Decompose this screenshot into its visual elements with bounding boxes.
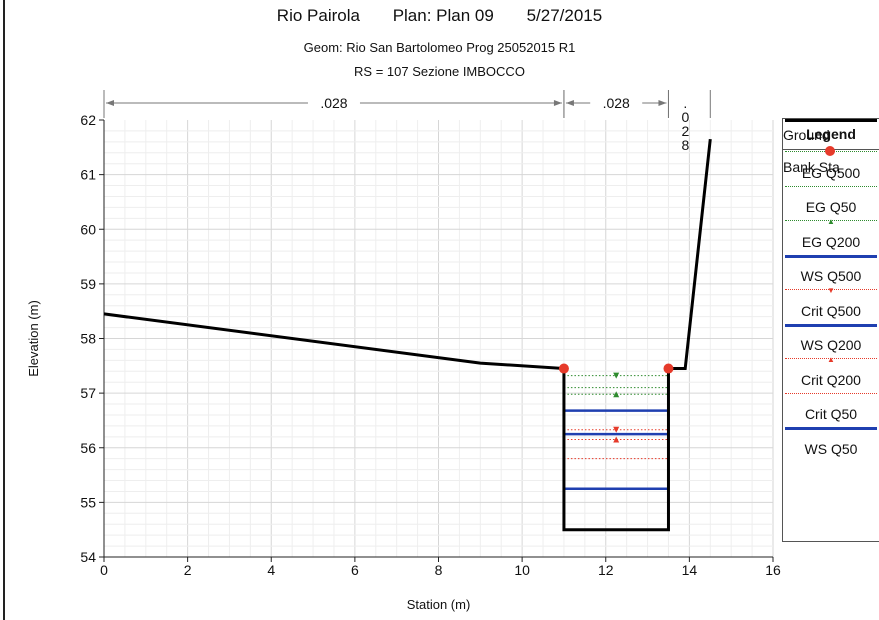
legend-item: ▲ Crit Q200 [783,356,879,392]
manning-arrowhead [106,100,114,106]
legend-ground-label: Ground [783,127,830,143]
y-tick-label: 57 [80,385,96,401]
window-frame-left [3,0,5,620]
legend-label: WS Q500 [800,268,862,284]
legend-item: WS Q200 [783,323,879,358]
x-tick-label: 16 [765,562,781,578]
legend-label: EG Q50 [805,199,857,215]
legend-swatch [785,254,877,258]
title-date: 5/27/2015 [526,6,603,25]
y-tick-label: 62 [80,112,96,128]
ground-line [103,138,712,532]
manning-arrowhead [553,100,562,106]
x-tick-label: 10 [514,562,530,578]
legend-swatch: ▲ [785,356,877,364]
geometry-subtitle: Geom: Rio San Bartolomeo Prog 25052015 R… [303,40,576,55]
manning-arrowhead [565,100,574,106]
level-marker-up [613,391,620,398]
legend-item: EG Q50 [783,185,879,220]
ground-swatch [785,119,877,122]
level-marker-down [613,372,620,379]
manning-n-label-char: 0 [681,109,689,125]
legend-marker-icon: ▲ [827,355,835,364]
x-tick-label: 6 [351,562,359,578]
legend-swatch: ▲ [785,218,877,226]
x-tick-label: 2 [184,562,192,578]
legend-item: ▲ EG Q200 [783,218,879,254]
y-tick-label: 56 [80,440,96,456]
level-marker-down [613,426,620,433]
x-tick-label: 0 [100,562,108,578]
legend-label: EG Q500 [801,164,861,181]
manning-arrowhead [658,100,667,106]
legend-swatch: ▼ [785,287,877,295]
legend-swatch [785,185,877,187]
manning-n-label-char: . [683,95,687,111]
legend-swatch [785,427,877,430]
legend-label: Crit Q500 [801,302,861,319]
legend-label: WS Q200 [800,337,862,353]
y-tick-label: 59 [80,276,96,292]
y-tick-label: 54 [80,549,96,565]
legend-swatch [785,323,877,327]
x-tick-label: 12 [598,562,614,578]
title-river: Rio Pairola [276,6,360,25]
x-tick-label: 8 [435,562,443,578]
legend-item: WS Q500 [783,254,879,289]
legend-marker-icon: ▼ [827,286,835,295]
bank-station-marker [558,363,569,374]
legend-item: Crit Q50 [783,392,879,427]
level-marker-up [613,436,620,443]
y-tick-label: 58 [80,331,96,347]
chart-title: Rio Pairola Plan: Plan 09 5/27/2015 [0,6,879,26]
river-station-subtitle: RS = 107 Sezione IMBOCCO [354,64,525,79]
bank-station-marker [663,363,674,374]
manning-n-label-char: 8 [681,137,689,153]
x-axis-label: Station (m) [407,597,471,612]
manning-n-label: .028 [320,95,347,111]
manning-n-label: .028 [603,95,630,111]
y-axis-label: Elevation (m) [26,300,41,377]
title-plan: Plan: Plan 09 [392,6,494,25]
legend-bank-label: Bank Sta [783,159,840,175]
y-tick-label: 55 [80,494,96,510]
legend-label: WS Q50 [804,440,858,457]
legend-label: Crit Q200 [801,371,861,388]
legend-label: Crit Q50 [804,406,858,422]
manning-n-label-char: 2 [681,123,689,139]
legend-label: EG Q200 [801,233,861,250]
y-tick-label: 60 [80,221,96,237]
legend-marker-icon: ▲ [827,217,835,226]
x-tick-label: 4 [267,562,275,578]
legend-swatch [785,392,877,394]
legend-item-ground-bank: Ground Bank Sta [783,119,879,517]
legend-item: WS Q50 [783,426,879,461]
bank-station-marker-icon [825,146,835,156]
legend-item: ▼ Crit Q500 [783,287,879,323]
y-tick-label: 61 [80,167,96,183]
x-tick-label: 14 [682,562,698,578]
